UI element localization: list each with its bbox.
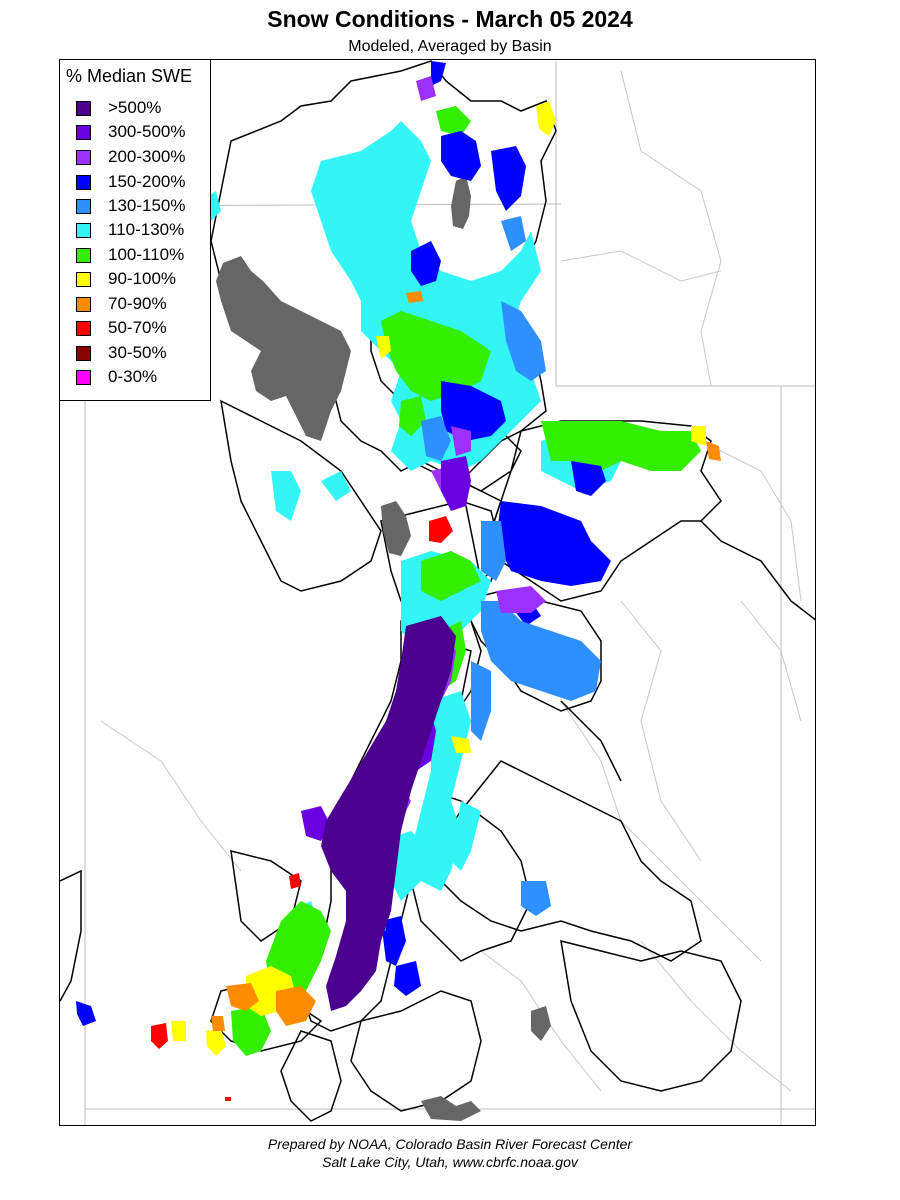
legend-swatch xyxy=(76,149,91,165)
legend-item: 30-50% xyxy=(76,342,167,364)
legend-swatch xyxy=(76,100,91,116)
footer-credit: Prepared by NOAA, Colorado Basin River F… xyxy=(267,1136,633,1152)
legend-swatch xyxy=(76,174,91,190)
legend-item: 150-200% xyxy=(76,171,186,193)
legend-label: 200-300% xyxy=(108,147,186,166)
legend-item: >500% xyxy=(76,97,161,119)
legend-item: 110-130% xyxy=(76,219,184,241)
legend-swatch xyxy=(76,369,91,385)
legend-swatch xyxy=(76,296,91,312)
legend-label: 100-110% xyxy=(108,245,185,264)
legend-label: 110-130% xyxy=(108,220,185,239)
legend-label: 30-50% xyxy=(108,343,167,362)
legend-item: 100-110% xyxy=(76,244,184,266)
legend-label: 0-30% xyxy=(108,367,158,386)
legend-swatch xyxy=(76,271,91,287)
legend-item: 200-300% xyxy=(76,146,186,168)
map-graphic xyxy=(60,60,815,1125)
legend-swatch xyxy=(76,198,91,214)
legend-label: 90-100% xyxy=(108,269,177,288)
legend-item: 90-100% xyxy=(76,268,176,290)
legend-item: 130-150% xyxy=(76,195,186,217)
footer-location: Salt Lake City, Utah, www.cbrfc.noaa.gov xyxy=(322,1154,578,1170)
legend-swatch xyxy=(76,320,91,336)
legend-label: 130-150% xyxy=(108,196,186,215)
legend-swatch xyxy=(76,124,91,140)
legend-label: 50-70% xyxy=(108,318,167,337)
legend-title: % Median SWE xyxy=(66,66,193,86)
legend-item: 0-30% xyxy=(76,366,157,388)
map-subtitle: Modeled, Averaged by Basin xyxy=(348,38,552,55)
legend-item: 300-500% xyxy=(76,121,186,143)
snow-regions xyxy=(76,61,721,1101)
legend-label: 300-500% xyxy=(108,122,186,141)
lake-features xyxy=(216,176,551,1121)
legend-item: 50-70% xyxy=(76,317,167,339)
legend-label: 150-200% xyxy=(108,172,186,191)
legend-swatch xyxy=(76,222,91,238)
legend-swatch xyxy=(76,247,91,263)
map-title: Snow Conditions - March 05 2024 xyxy=(267,6,633,32)
legend-label: 70-90% xyxy=(108,294,167,313)
map-area xyxy=(59,59,816,1126)
legend-item: 70-90% xyxy=(76,293,167,315)
legend-swatch xyxy=(76,345,91,361)
map-legend: % Median SWE >500% 300-500% 200-300% 150… xyxy=(59,59,211,401)
legend-label: >500% xyxy=(108,98,162,117)
